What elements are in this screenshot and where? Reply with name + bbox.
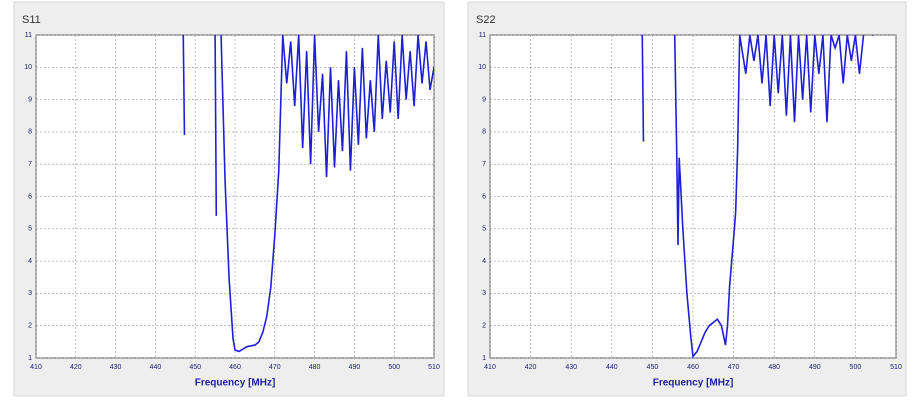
chart-title: S22 xyxy=(476,14,496,26)
x-tick-label: 490 xyxy=(349,364,361,371)
x-tick-label: 480 xyxy=(768,364,780,371)
x-tick-label: 510 xyxy=(890,364,902,371)
y-tick-label: 1 xyxy=(482,355,486,362)
data-layer xyxy=(182,35,434,353)
x-tick-label: 510 xyxy=(428,364,440,371)
chart-title: S11 xyxy=(22,14,41,26)
y-tick-label: 4 xyxy=(28,258,32,265)
data-line xyxy=(182,35,434,353)
y-tick-label: 8 xyxy=(482,129,486,136)
y-tick-label: 2 xyxy=(482,323,486,330)
y-tick-label: 10 xyxy=(478,64,486,71)
y-tick-label: 9 xyxy=(28,96,32,103)
y-tick-label: 2 xyxy=(28,323,32,330)
y-tick-label: 7 xyxy=(482,161,486,168)
y-tick-label: 3 xyxy=(28,290,32,297)
x-tick-label: 430 xyxy=(110,364,122,371)
y-tick-label: 9 xyxy=(482,96,486,103)
x-tick-label: 480 xyxy=(309,364,321,371)
chart-panel: S22 Frequency [MHz] 1 2 3 4 5 6 7 8 9 10 11 410 420 430… xyxy=(467,1,907,397)
y-tick-label: 10 xyxy=(24,64,32,71)
y-tick-label: 3 xyxy=(482,290,486,297)
data-layer xyxy=(641,35,874,358)
x-tick-label: 500 xyxy=(850,364,862,371)
y-tick-label: 11 xyxy=(25,32,32,39)
x-tick-label: 440 xyxy=(606,364,618,371)
x-axis-label: Frequency [MHz] xyxy=(653,378,734,389)
x-tick-label: 410 xyxy=(30,364,42,371)
x-tick-label: 470 xyxy=(269,364,281,371)
y-tick-label: 5 xyxy=(482,226,486,233)
data-line xyxy=(641,35,874,358)
x-tick-label: 500 xyxy=(388,364,400,371)
y-tick-label: 4 xyxy=(482,258,486,265)
x-axis-label: Frequency [MHz] xyxy=(195,378,276,389)
y-tick-label: 6 xyxy=(482,193,486,200)
x-tick-label: 430 xyxy=(565,364,577,371)
x-tick-label: 420 xyxy=(525,364,537,371)
x-tick-label: 410 xyxy=(484,364,496,371)
x-tick-label: 440 xyxy=(150,364,162,371)
x-tick-label: 460 xyxy=(687,364,699,371)
y-tick-label: 5 xyxy=(28,226,32,233)
y-tick-label: 11 xyxy=(479,32,486,39)
chart-panel: S11 Frequency [MHz] 1 2 3 4 5 6 7 8 9 10 11 410 420 430… xyxy=(13,1,445,397)
y-tick-label: 8 xyxy=(28,129,32,136)
x-tick-label: 470 xyxy=(728,364,740,371)
y-tick-label: 1 xyxy=(28,355,32,362)
y-tick-label: 7 xyxy=(28,161,32,168)
y-tick-label: 6 xyxy=(28,193,32,200)
x-tick-label: 490 xyxy=(809,364,821,371)
x-tick-label: 450 xyxy=(189,364,201,371)
x-tick-label: 460 xyxy=(229,364,241,371)
x-tick-label: 420 xyxy=(70,364,82,371)
x-tick-label: 450 xyxy=(647,364,659,371)
